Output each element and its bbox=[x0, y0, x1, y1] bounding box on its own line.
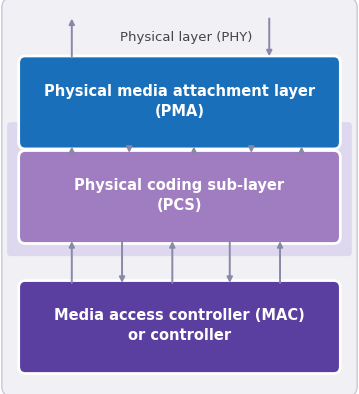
Text: Physical coding sub-layer: Physical coding sub-layer bbox=[74, 178, 285, 193]
FancyBboxPatch shape bbox=[19, 56, 340, 149]
FancyBboxPatch shape bbox=[19, 151, 340, 243]
FancyBboxPatch shape bbox=[7, 122, 352, 256]
Text: Physical layer (PHY): Physical layer (PHY) bbox=[121, 31, 253, 44]
FancyBboxPatch shape bbox=[19, 281, 340, 374]
Text: (PCS): (PCS) bbox=[157, 198, 202, 213]
Text: Media access controller (MAC): Media access controller (MAC) bbox=[54, 309, 305, 323]
Text: (PMA): (PMA) bbox=[154, 104, 205, 119]
Text: Physical media attachment layer: Physical media attachment layer bbox=[44, 84, 315, 99]
Text: or controller: or controller bbox=[128, 328, 231, 343]
